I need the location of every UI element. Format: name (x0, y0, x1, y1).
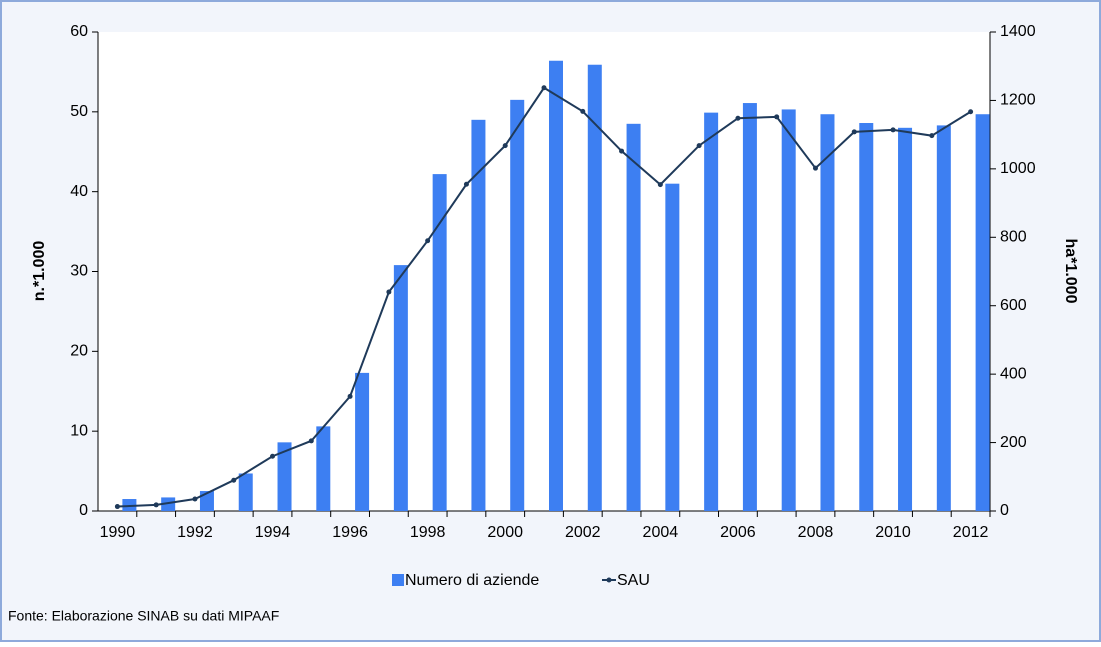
bar (199, 491, 214, 511)
bar (898, 127, 913, 512)
x-tick-label: 2006 (720, 524, 756, 541)
y2-tick-label: 400 (1000, 365, 1027, 382)
x-tick-label: 2012 (953, 524, 989, 541)
x-tick-label: 2002 (565, 524, 601, 541)
y2-tick-label: 200 (1000, 434, 1027, 451)
x-tick-label: 2010 (875, 524, 911, 541)
marker (231, 477, 237, 483)
y2-tick-label: 600 (1000, 297, 1027, 314)
marker (347, 393, 353, 399)
y-tick-label: 20 (70, 343, 88, 360)
bar (316, 426, 331, 511)
marker (851, 129, 857, 135)
y-tick-label: 30 (70, 263, 88, 280)
bar (781, 109, 796, 512)
x-tick-label: 1996 (332, 524, 368, 541)
marker (812, 165, 818, 171)
bar (432, 174, 447, 511)
source-note: Fonte: Elaborazione SINAB su dati MIPAAF (8, 608, 279, 624)
y2-tick-label: 1200 (1000, 92, 1036, 109)
bar (665, 183, 680, 511)
y2-tick-label: 0 (1000, 502, 1009, 519)
y2-tick-label: 800 (1000, 229, 1027, 246)
marker (153, 502, 159, 508)
bar (626, 123, 641, 511)
marker (735, 115, 741, 121)
bar (122, 499, 137, 511)
marker (270, 453, 276, 459)
marker (929, 133, 935, 139)
bar (936, 125, 951, 511)
y-axis-title: n.*1.000 (31, 241, 48, 302)
x-tick-label: 1992 (177, 524, 213, 541)
bar (161, 497, 176, 511)
bar (587, 64, 602, 512)
y-tick-label: 40 (70, 183, 88, 200)
bar (355, 372, 370, 511)
y-tick-label: 0 (79, 502, 88, 519)
marker (114, 504, 120, 510)
marker (580, 108, 586, 114)
x-tick-label: 1998 (410, 524, 446, 541)
marker (696, 143, 702, 149)
marker (308, 438, 314, 444)
bar (238, 473, 253, 511)
y-tick-label: 60 (70, 23, 88, 40)
marker (192, 496, 198, 502)
y2-tick-label: 1000 (1000, 160, 1036, 177)
x-tick-label: 1990 (100, 524, 136, 541)
marker (502, 143, 508, 149)
x-tick-label: 2008 (798, 524, 834, 541)
bar (820, 114, 835, 511)
marker (425, 238, 431, 244)
marker (774, 114, 780, 120)
bar (471, 119, 486, 512)
marker (386, 289, 392, 295)
y-tick-label: 10 (70, 422, 88, 439)
bar (510, 99, 525, 511)
legend-label: Numero di aziende (405, 572, 539, 589)
legend-swatch (606, 577, 612, 583)
bar (742, 103, 757, 511)
bar (704, 112, 719, 512)
marker (619, 148, 625, 154)
marker (890, 127, 896, 133)
y2-axis-title: ha*1.000 (1062, 239, 1079, 304)
legend-label: SAU (617, 572, 650, 589)
x-tick-label: 2004 (643, 524, 679, 541)
marker (463, 181, 469, 187)
bar (277, 442, 292, 511)
bar (549, 60, 563, 512)
x-tick-label: 2000 (487, 524, 523, 541)
y-tick-label: 50 (70, 103, 88, 120)
bar (975, 114, 990, 511)
y2-tick-label: 1400 (1000, 23, 1036, 40)
legend-swatch (392, 574, 404, 586)
bar (393, 265, 408, 511)
marker (968, 109, 974, 115)
marker (541, 85, 547, 91)
plot-area (98, 32, 990, 511)
x-tick-label: 1994 (255, 524, 291, 541)
marker (657, 182, 663, 188)
bar (859, 123, 874, 511)
